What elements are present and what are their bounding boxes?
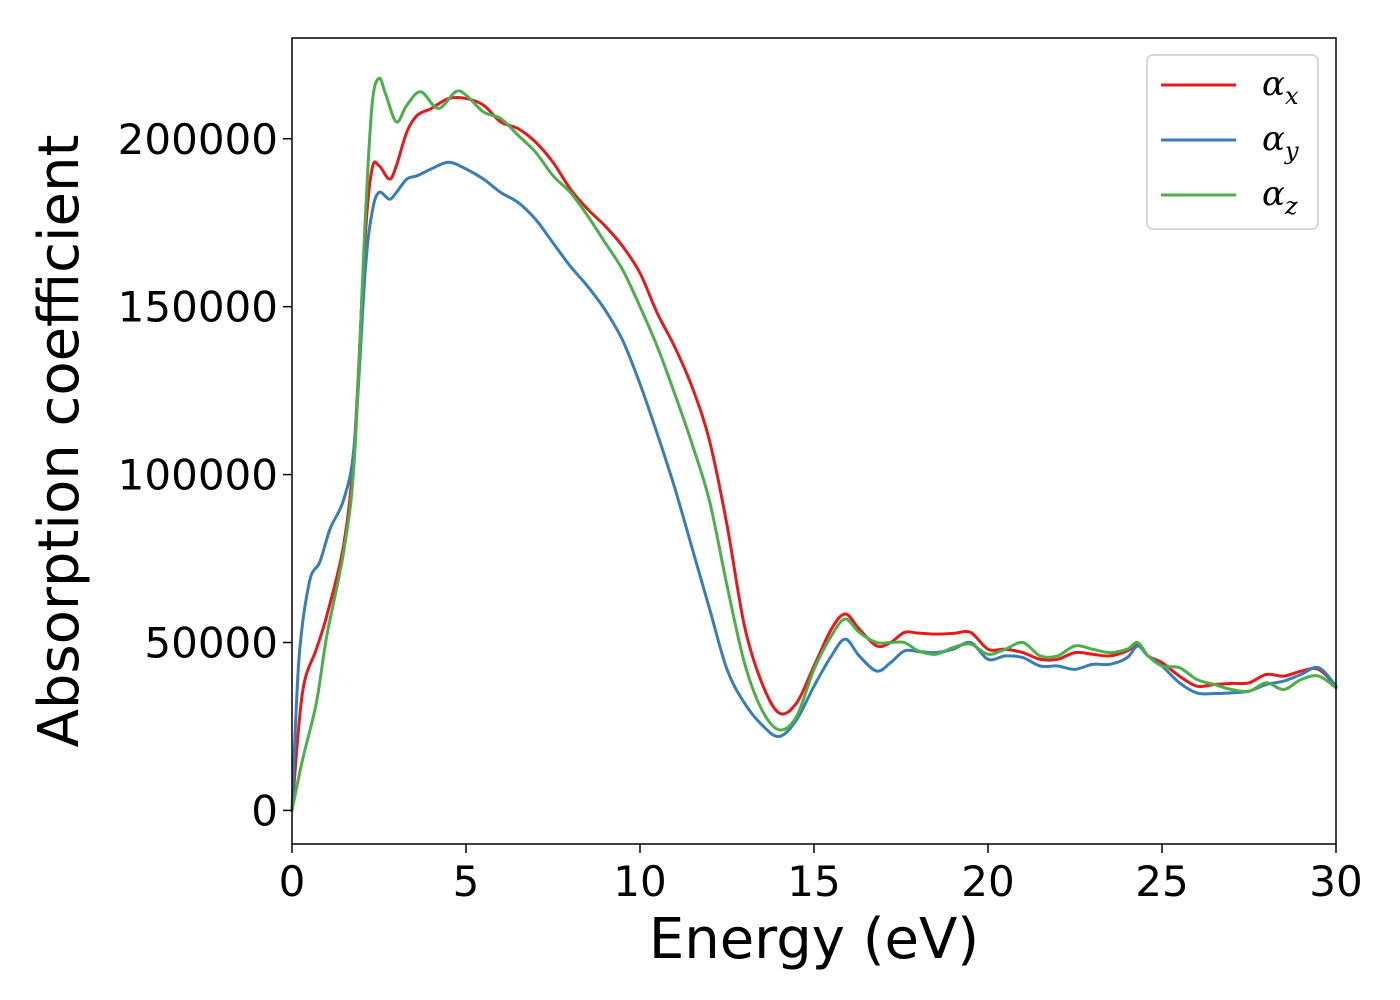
x-tick-label: 0: [279, 857, 306, 906]
y-tick-label: 0: [251, 786, 278, 835]
y-tick-label: 150000: [118, 283, 278, 332]
x-axis: 0 5 10 15 20 25 30: [279, 844, 1363, 906]
plot-lines: [290, 76, 1338, 812]
y-tick-label: 100000: [118, 451, 278, 500]
y-axis-label: Absorption coefficient: [27, 135, 92, 748]
x-tick-label: 20: [961, 857, 1014, 906]
x-tick-label: 15: [787, 857, 840, 906]
legend-label-x: αx: [1262, 64, 1299, 110]
x-tick-label: 25: [1135, 857, 1188, 906]
x-tick-label: 10: [613, 857, 666, 906]
x-axis-label: Energy (eV): [649, 907, 979, 972]
legend-box: [1146, 54, 1319, 230]
y-axis: 0 50000 100000 150000 200000: [118, 115, 292, 835]
x-tick-label: 30: [1309, 857, 1362, 906]
series-line-y: [290, 160, 1338, 812]
legend-entries: αx αy αz: [1161, 64, 1299, 220]
legend: αx αy αz: [1146, 54, 1319, 230]
y-tick-label: 200000: [118, 115, 278, 164]
legend-label-z: αz: [1262, 174, 1298, 220]
x-tick-label: 5: [453, 857, 480, 906]
legend-label-y: αy: [1262, 119, 1299, 165]
series-line-z: [290, 76, 1338, 812]
y-tick-label: 50000: [144, 619, 278, 668]
